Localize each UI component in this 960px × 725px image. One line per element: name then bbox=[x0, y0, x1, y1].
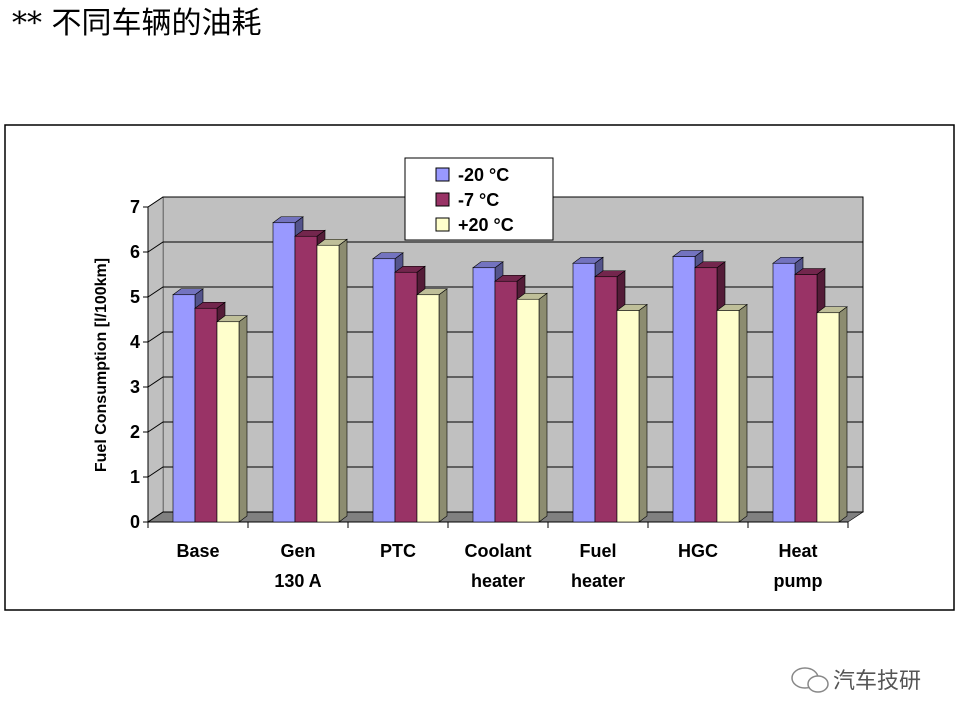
legend-label: -20 °C bbox=[458, 165, 509, 185]
y-tick-label: 7 bbox=[130, 197, 140, 217]
watermark: 汽车技研 bbox=[791, 667, 921, 694]
grid-line bbox=[147, 196, 863, 208]
page-title: ** 不同车辆的油耗 bbox=[12, 6, 262, 41]
bar bbox=[572, 262, 596, 523]
y-tick-label: 0 bbox=[130, 512, 140, 532]
bar bbox=[594, 276, 618, 523]
grid-line bbox=[147, 241, 863, 253]
legend-box bbox=[404, 157, 554, 241]
y-tick-label: 5 bbox=[130, 287, 140, 307]
x-tick-label: Gen 130 A bbox=[274, 541, 321, 591]
legend-label: -7 °C bbox=[458, 190, 499, 210]
bar-side bbox=[238, 315, 248, 523]
chart: 0 1 2 3 4 5 6 7 Fuel Consumption [l/100km] Base Ge… bbox=[93, 157, 864, 591]
y-tick-label: 3 bbox=[130, 377, 140, 397]
bar bbox=[372, 258, 396, 523]
x-tick-label: Fuel heater bbox=[571, 541, 625, 591]
grid-line bbox=[147, 286, 863, 298]
bar bbox=[816, 312, 840, 523]
watermark-icon bbox=[807, 675, 829, 693]
bar-side bbox=[338, 238, 348, 523]
legend-label: +20 °C bbox=[458, 215, 514, 235]
bar bbox=[294, 235, 318, 523]
bar-side bbox=[438, 288, 448, 523]
bar-side bbox=[838, 306, 848, 523]
y-axis-label: Fuel Consumption [l/100km] bbox=[93, 258, 110, 472]
legend-swatch bbox=[435, 217, 450, 232]
bar bbox=[316, 244, 340, 523]
bar bbox=[672, 256, 696, 523]
legend-swatch bbox=[435, 167, 450, 182]
bar bbox=[416, 294, 440, 523]
bar-side bbox=[738, 303, 748, 523]
bar bbox=[194, 307, 218, 523]
bar bbox=[794, 274, 818, 523]
y-tick-label: 6 bbox=[130, 242, 140, 262]
bar bbox=[216, 321, 240, 523]
x-tick-label: Coolant heater bbox=[465, 541, 532, 591]
x-tick-label: Base bbox=[176, 541, 219, 561]
legend-swatch bbox=[435, 192, 450, 207]
bar bbox=[616, 310, 640, 523]
side-wall bbox=[147, 196, 164, 523]
bar bbox=[172, 294, 196, 523]
y-tick-label: 1 bbox=[130, 467, 140, 487]
bar bbox=[394, 271, 418, 523]
bar bbox=[494, 280, 518, 523]
legend: -20 °C -7 °C +20 °C bbox=[404, 157, 554, 241]
bar-side bbox=[638, 303, 648, 523]
x-tick-label: Heat pump bbox=[774, 541, 823, 591]
bar-side bbox=[538, 292, 548, 523]
bar bbox=[272, 222, 296, 523]
y-tick-label: 2 bbox=[130, 422, 140, 442]
bar bbox=[516, 298, 540, 523]
y-tick-label: 4 bbox=[130, 332, 140, 352]
bar bbox=[472, 267, 496, 523]
bar bbox=[716, 310, 740, 523]
bar bbox=[772, 262, 796, 523]
x-tick-label: PTC bbox=[380, 541, 416, 561]
x-tick-label: HGC bbox=[678, 541, 718, 561]
watermark-text: 汽车技研 bbox=[833, 669, 921, 694]
bar bbox=[694, 267, 718, 523]
